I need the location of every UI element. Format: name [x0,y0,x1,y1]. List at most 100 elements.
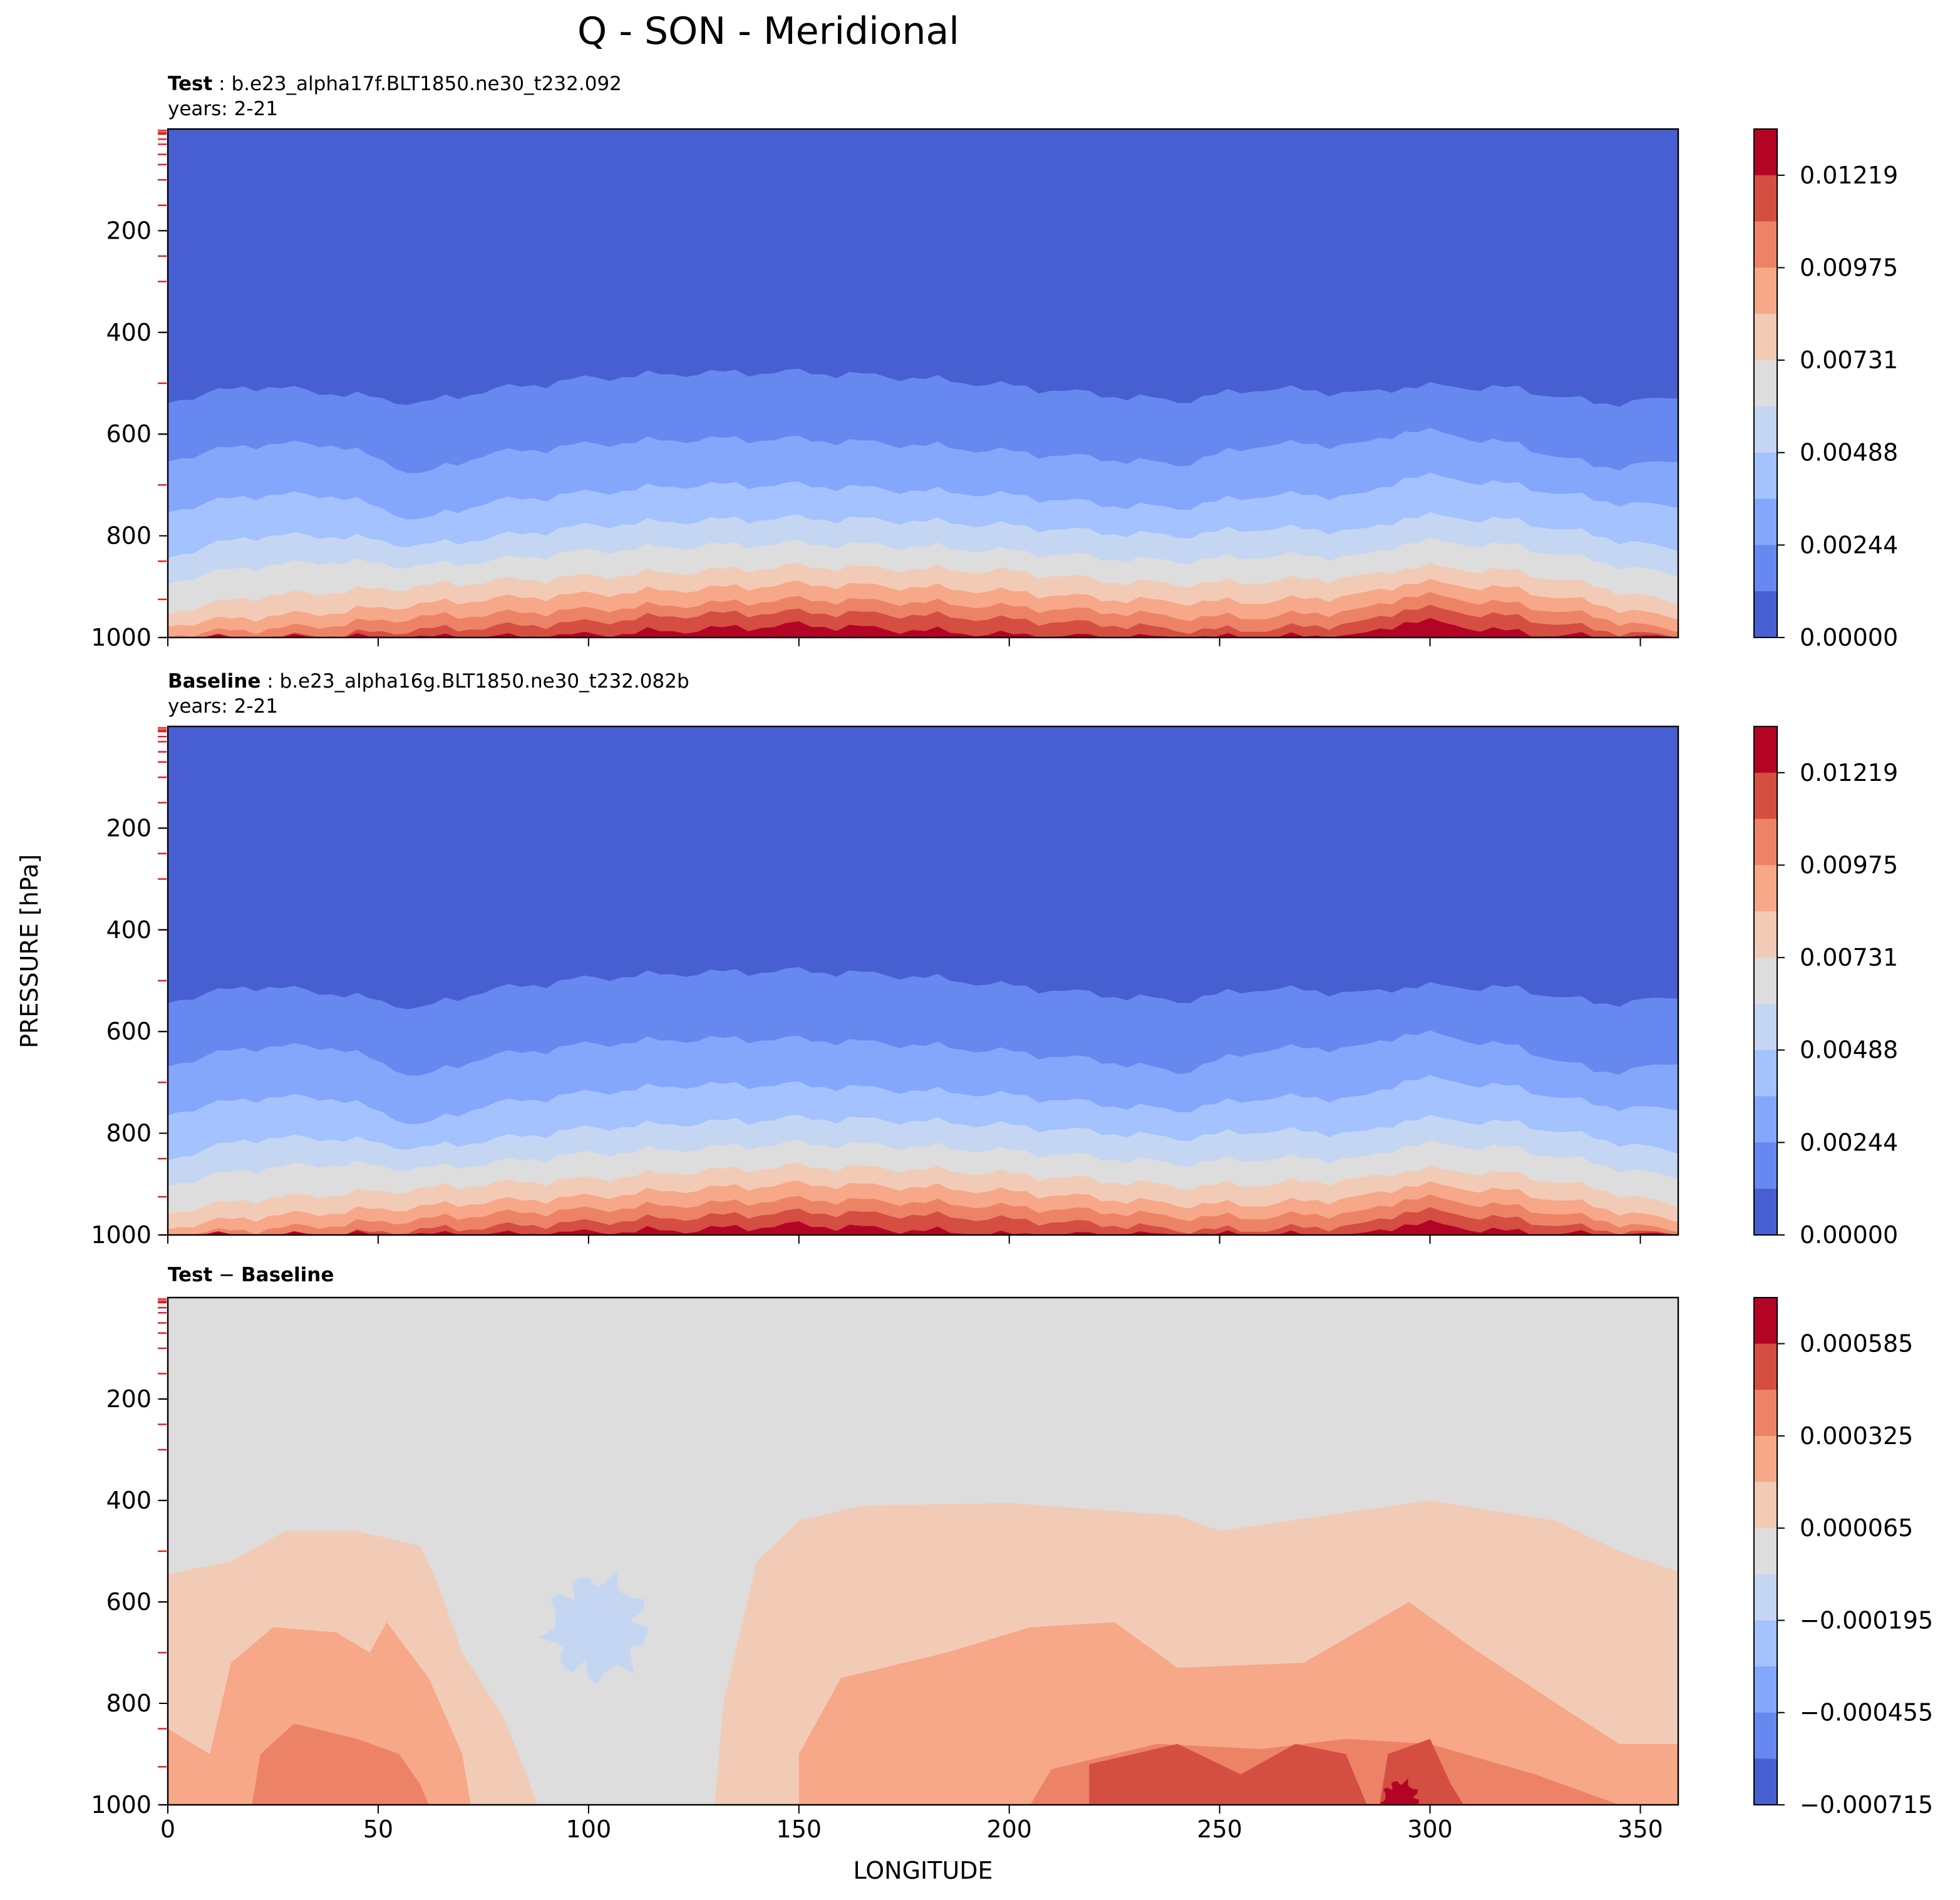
colorbar-frame [1753,1297,1778,1805]
colorbar-swatch [1754,1528,1777,1575]
panel-title-case: : b.e23_alpha16g.BLT1850.ne30_t232.082b [260,670,689,693]
colorbar-swatch [1754,958,1777,1004]
panel-title-bold: Test [168,1264,213,1286]
plot-frame [167,128,1679,639]
y-axis-label: PRESSURE [hPa] [16,854,43,1048]
colorbar-tick-label: −0.000195 [1800,1606,1933,1634]
y-tick-label: 800 [106,1120,152,1147]
x-tick-label: 0 [160,1815,175,1843]
y-tick-label: 800 [106,522,152,550]
panel-title: Test − Baseline [168,1264,334,1286]
y-tick-label: 600 [106,420,152,448]
colorbar-tick-label: 0.01219 [1800,162,1898,189]
y-tick-label: 200 [106,814,152,842]
y-tick-label: 800 [106,1690,152,1717]
colorbar-swatch [1754,1435,1777,1483]
colorbar-tick-label: 0.000065 [1800,1514,1913,1542]
colorbar-swatch [1754,1712,1777,1759]
colorbar-swatch [1754,1574,1777,1621]
colorbar-tick-label: 0.00000 [1800,624,1898,651]
panels: 200 400 600 800 1000 Test : b.e23_alpha17f.BL… [91,73,1933,1843]
contour-band-10 [168,617,1678,638]
colorbar-tick-label: 0.00488 [1800,439,1898,467]
figure-suptitle: Q - SON - Meridional [577,9,959,53]
colorbar-swatch [1754,498,1777,545]
x-tick-label: 200 [986,1815,1032,1843]
contour-band-9 [168,604,1678,638]
y-tick-label: 200 [106,1385,152,1413]
colorbar-swatch [1754,726,1777,773]
panel-title-sep: − [212,1264,241,1286]
x-tick-label: 150 [776,1815,822,1843]
colorbar-swatch [1754,175,1777,222]
y-tick-label: 1000 [91,624,152,651]
panel-title-bold: Baseline [168,670,260,693]
panel-3: 200 400 600 800 1000 0 50 100 150 200 250 300 350 Tes… [91,1264,1933,1843]
colorbar-swatch [1754,1003,1777,1051]
colorbar-swatch [1754,1050,1777,1097]
panel-title-case: : b.e23_alpha17f.BLT1850.ne30_t232.092 [212,73,622,95]
panel-title-bold2: Baseline [241,1264,334,1286]
colorbar-swatch [1754,406,1777,453]
colorbar-swatch [1754,1390,1777,1437]
colorbar-swatch [1754,772,1777,820]
plot-area [168,726,1678,1235]
diff-negative-cell [539,1569,648,1685]
colorbar-swatch [1754,545,1777,592]
colorbar-swatch [1754,1758,1777,1805]
panel-subtitle: years: 2-21 [168,98,278,120]
colorbar: 0.01219 0.00975 0.00731 0.00488 0.00244 0.000… [1753,128,1898,651]
colorbar-swatch [1754,1620,1777,1667]
panel-title: Baseline : b.e23_alpha16g.BLT1850.ne30_t… [168,670,689,693]
colorbar-swatch [1754,1298,1777,1345]
colorbar-tick-label: −0.000715 [1800,1791,1933,1819]
colorbar-tick-label: 0.00244 [1800,531,1898,559]
y-tick-label: 600 [106,1588,152,1616]
y-tick-label: 1000 [91,1791,152,1819]
colorbar-tick-label: 0.00244 [1800,1128,1898,1156]
y-tick-label: 400 [106,916,152,944]
colorbar-tick-label: 0.00000 [1800,1221,1898,1249]
y-tick-label: 1000 [91,1221,152,1249]
colorbar-swatch [1754,360,1777,407]
x-tick-label: 50 [363,1815,393,1843]
colorbar-swatch [1754,129,1777,176]
colorbar-swatch [1754,452,1777,500]
colorbar-swatch [1754,591,1777,638]
contour-band-8 [168,1194,1678,1235]
colorbar-tick-label: 0.000325 [1800,1422,1913,1450]
diff-max-cell [1380,1779,1420,1805]
colorbar-tick-label: 0.00975 [1800,851,1898,879]
diff-high-west [252,1723,429,1805]
colorbar-tick-label: 0.00975 [1800,254,1898,281]
diff-peak-a [1089,1743,1367,1805]
colorbar-swatch [1754,1666,1777,1713]
colorbar-tick-label: 0.00731 [1800,944,1898,971]
colorbar-swatch [1754,818,1777,865]
colorbar-swatch [1754,267,1777,314]
x-tick-label: 300 [1407,1815,1453,1843]
plot-area [168,1298,1678,1805]
x-axis-label: LONGITUDE [853,1857,993,1884]
colorbar-swatch [1754,865,1777,912]
contour-band-10 [168,1220,1678,1235]
contour-band-9 [168,1207,1678,1235]
colorbar-swatch [1754,1482,1777,1529]
colorbar-tick-label: 0.00731 [1800,346,1898,374]
plot-frame [167,1296,1679,1806]
colorbar-swatch [1754,221,1777,268]
colorbar: 0.01219 0.00975 0.00731 0.00488 0.00244 0.000… [1753,726,1898,1249]
colorbar-swatch [1754,1096,1777,1143]
colorbar-swatch [1754,1189,1777,1236]
colorbar-swatch [1754,911,1777,958]
plot-frame [167,725,1679,1236]
y-tick-label: 400 [106,1487,152,1514]
panel-subtitle: years: 2-21 [168,695,278,718]
y-tick-label: 200 [106,217,152,244]
panel-1: 200 400 600 800 1000 Test : b.e23_alpha17f.BL… [91,73,1898,651]
colorbar-tick-label: 0.01219 [1800,759,1898,787]
colorbar-tick-label: 0.00488 [1800,1036,1898,1064]
y-tick-label: 400 [106,319,152,346]
panel-title: Test : b.e23_alpha17f.BLT1850.ne30_t232.… [168,73,622,95]
